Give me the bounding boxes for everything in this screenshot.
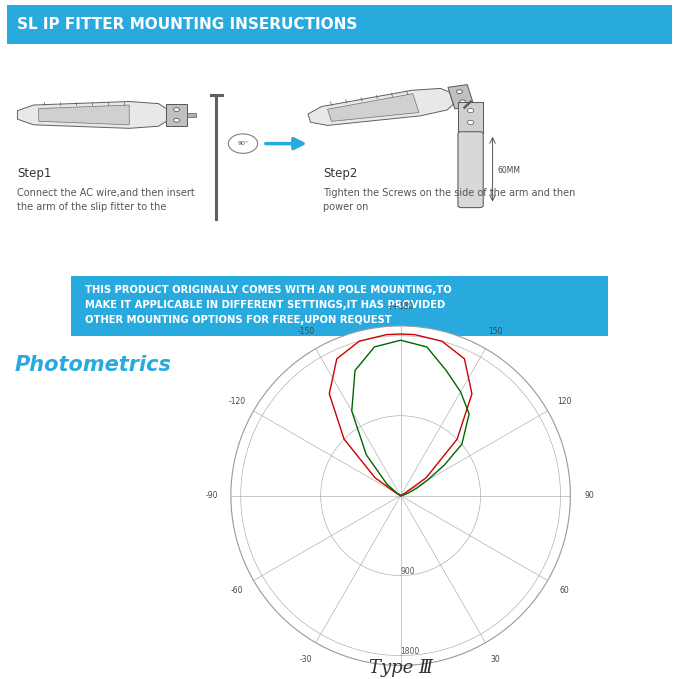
Polygon shape	[39, 105, 129, 125]
Text: 60MM: 60MM	[498, 166, 521, 175]
Text: THIS PRODUCT ORIGINALLY COMES WITH AN POLE MOUNTING,TO
MAKE IT APPLICABLE IN DIF: THIS PRODUCT ORIGINALLY COMES WITH AN PO…	[85, 285, 452, 325]
Polygon shape	[448, 85, 474, 109]
Text: SL IP FITTER MOUNTING INSERUCTIONS: SL IP FITTER MOUNTING INSERUCTIONS	[17, 17, 357, 32]
Circle shape	[467, 109, 474, 113]
Text: Tighten the Screws on the side of the arm and then
power on: Tighten the Screws on the side of the ar…	[323, 187, 575, 212]
Text: 90°: 90°	[238, 141, 249, 146]
FancyBboxPatch shape	[458, 132, 483, 208]
Text: Photometrics: Photometrics	[14, 354, 171, 375]
Circle shape	[228, 134, 257, 153]
Bar	[166, 104, 187, 126]
Bar	[187, 113, 196, 117]
Polygon shape	[327, 94, 419, 122]
Circle shape	[467, 120, 474, 124]
Circle shape	[174, 118, 179, 122]
Polygon shape	[18, 101, 166, 128]
Circle shape	[174, 108, 179, 111]
Circle shape	[460, 100, 466, 104]
Text: Type Ⅲ: Type Ⅲ	[369, 659, 433, 677]
Text: Connect the AC wire,and then insert
the arm of the slip fitter to the: Connect the AC wire,and then insert the …	[17, 187, 194, 212]
Text: Step2: Step2	[323, 167, 357, 180]
Bar	[458, 102, 483, 132]
Text: Step1: Step1	[17, 167, 51, 180]
Polygon shape	[308, 88, 454, 126]
Circle shape	[456, 90, 462, 94]
